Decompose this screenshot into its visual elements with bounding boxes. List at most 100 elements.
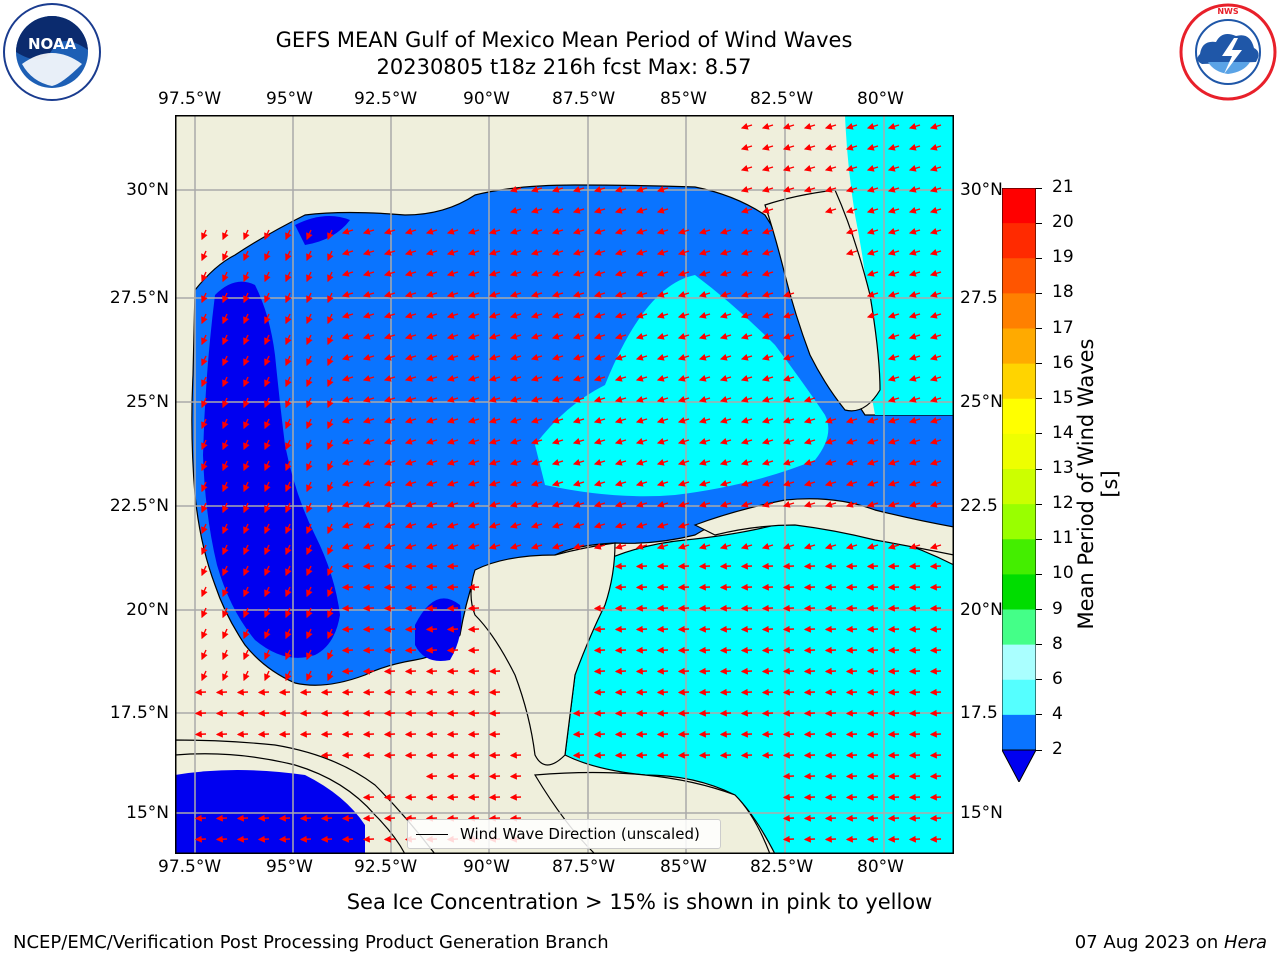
wind-wave-arrow [243,586,250,598]
wind-wave-arrow [782,122,795,130]
wind-wave-arrow [677,437,690,445]
wind-wave-arrow [782,583,795,591]
wind-wave-arrow [572,206,585,214]
wind-wave-arrow [467,458,480,466]
wind-wave-arrow [530,437,543,445]
wind-wave-arrow [593,500,606,508]
wind-wave-arrow [845,772,858,780]
wind-wave-arrow [509,248,522,256]
wind-wave-arrow [614,583,627,591]
wind-wave-arrow [572,500,585,508]
wind-wave-arrow [467,814,480,822]
lat-label-left-2: 25°N [126,392,169,412]
colorbar-tick-label: 21 [1052,177,1074,197]
wind-wave-arrow [299,835,312,843]
wind-wave-arrow [908,248,921,256]
wind-wave-arrow [327,544,334,556]
wind-wave-arrow [614,500,627,508]
wind-wave-arrow [362,395,375,403]
wind-wave-arrow [740,562,753,570]
wind-wave-arrow [740,395,753,403]
wind-wave-arrow [635,395,648,403]
wind-wave-arrow [341,835,354,843]
wind-wave-arrow [887,709,900,717]
wind-wave-arrow [803,542,816,550]
wind-wave-arrow [194,709,207,717]
wind-wave-arrow [656,521,669,529]
wind-wave-arrow [446,311,459,319]
wind-wave-arrow [467,604,480,612]
wind-wave-arrow [467,353,480,361]
wind-wave-arrow [635,688,648,696]
wind-wave-arrow [740,667,753,675]
wind-wave-arrow [257,730,270,738]
wind-wave-arrow [761,332,774,340]
wind-wave-arrow [719,311,732,319]
wind-wave-arrow [551,248,564,256]
wind-wave-arrow [782,667,795,675]
lat-label-left-3: 22.5°N [109,496,169,516]
wind-wave-arrow [551,416,564,424]
wind-wave-arrow [306,544,313,556]
wind-wave-arrow [306,292,313,304]
wind-wave-arrow [635,311,648,319]
wind-wave-arrow [446,562,459,570]
svg-text:NOAA: NOAA [28,35,77,53]
wind-wave-arrow [845,479,858,487]
wind-wave-arrow [488,479,501,487]
wind-wave-arrow [509,814,522,822]
wind-wave-arrow [446,458,459,466]
wind-wave-arrow [362,269,375,277]
wind-wave-arrow [467,374,480,382]
wind-wave-arrow [803,751,816,759]
wind-wave-arrow [887,562,900,570]
colorbar-band [1002,714,1036,750]
wind-wave-arrow [887,164,900,172]
wind-wave-arrow [488,814,501,822]
wind-wave-arrow [404,667,417,675]
wind-wave-arrow [782,416,795,424]
wind-wave-arrow [404,374,417,382]
colorbar-tick-label: 9 [1052,598,1063,619]
wind-wave-arrow [446,374,459,382]
wind-wave-arrow [264,418,271,430]
lon-label-bottom-4: 87.5°W [552,857,616,877]
wind-wave-arrow [299,688,312,696]
wind-wave-arrow [782,500,795,508]
wind-wave-arrow [803,730,816,738]
colorbar-band [1002,258,1036,294]
wind-wave-arrow [698,688,711,696]
wind-wave-arrow [656,583,669,591]
wind-wave-arrow [243,607,250,619]
wind-wave-arrow [614,667,627,675]
wind-wave-arrow [509,416,522,424]
wind-wave-arrow [908,374,921,382]
wind-wave-arrow [740,709,753,717]
wind-wave-arrow [509,311,522,319]
lon-label-top-0: 97.5°W [158,89,222,109]
wind-wave-arrow [362,793,375,801]
wind-wave-arrow [306,250,313,262]
wind-wave-arrow [761,751,774,759]
wind-wave-arrow [285,523,292,535]
wind-wave-arrow [425,479,438,487]
wind-wave-arrow [824,437,837,445]
wind-wave-arrow [656,416,669,424]
wind-wave-arrow [285,502,292,514]
wind-wave-arrow [824,709,837,717]
colorbar-tick-mark [1036,187,1042,189]
wind-wave-arrow [572,542,585,550]
wind-wave-arrow [404,479,417,487]
wind-wave-arrow [593,206,606,214]
wind-wave-arrow [285,250,292,262]
wind-wave-arrow [383,500,396,508]
colorbar-tick-label: 13 [1052,458,1074,478]
wind-wave-arrow [488,269,501,277]
wind-wave-arrow [929,311,942,319]
wind-wave-arrow [614,646,627,654]
wind-wave-arrow [698,562,711,570]
wind-wave-arrow [362,416,375,424]
wind-wave-arrow [404,416,417,424]
wind-wave-arrow [761,542,774,550]
wind-wave-arrow [446,416,459,424]
